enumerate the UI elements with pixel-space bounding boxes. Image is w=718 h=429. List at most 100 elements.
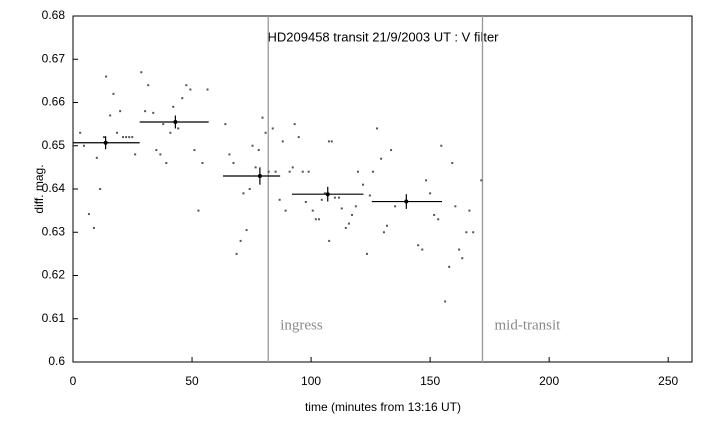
y-tick-label: 0.61 xyxy=(42,311,66,325)
data-point xyxy=(267,170,270,173)
data-point xyxy=(297,136,300,139)
data-point xyxy=(245,229,248,232)
data-point xyxy=(425,179,428,182)
data-point xyxy=(368,194,371,197)
data-point xyxy=(152,111,155,114)
data-point xyxy=(177,127,180,130)
data-point xyxy=(102,136,105,139)
data-point xyxy=(159,153,162,156)
mean-point xyxy=(103,140,108,145)
data-point xyxy=(311,209,314,212)
data-point xyxy=(201,162,204,165)
mean-point xyxy=(404,199,409,204)
data-point xyxy=(461,257,464,260)
data-point xyxy=(144,110,147,113)
data-point xyxy=(254,166,257,169)
data-point xyxy=(371,170,374,173)
data-point xyxy=(421,248,424,251)
data-point xyxy=(351,213,354,216)
y-tick-label: 0.67 xyxy=(42,51,66,65)
data-point xyxy=(109,114,112,117)
data-point xyxy=(448,265,451,268)
data-point xyxy=(354,205,357,208)
data-point xyxy=(314,218,317,221)
chart-title: HD209458 transit 21/9/2003 UT : V filter xyxy=(268,29,500,44)
data-point xyxy=(181,97,184,100)
x-tick-label: 150 xyxy=(420,374,440,388)
x-axis-label: time (minutes from 13:16 UT) xyxy=(305,400,461,414)
data-point xyxy=(99,188,102,190)
data-point xyxy=(288,170,291,173)
data-point xyxy=(235,252,238,255)
data-point xyxy=(116,131,119,134)
data-point xyxy=(468,209,471,212)
data-point xyxy=(257,149,260,152)
data-point xyxy=(347,222,350,225)
data-point xyxy=(356,170,359,173)
plot-frame xyxy=(72,15,693,363)
data-point xyxy=(251,144,254,147)
data-point xyxy=(472,231,475,234)
data-point xyxy=(121,136,124,139)
data-point xyxy=(206,88,209,91)
data-point xyxy=(79,131,82,134)
data-point xyxy=(480,179,483,182)
data-point xyxy=(444,300,447,303)
data-point xyxy=(437,218,440,221)
data-point xyxy=(320,198,323,201)
data-point xyxy=(197,209,200,212)
data-point xyxy=(172,105,175,108)
data-point xyxy=(328,239,331,242)
data-point xyxy=(337,196,340,199)
data-point xyxy=(82,144,85,147)
data-point xyxy=(344,226,347,229)
data-point xyxy=(92,226,95,229)
data-point xyxy=(271,127,274,130)
data-point xyxy=(451,162,454,165)
data-point xyxy=(281,140,284,143)
data-point xyxy=(185,84,188,87)
data-point xyxy=(169,131,172,134)
data-point xyxy=(95,156,98,159)
x-tick-label: 100 xyxy=(301,374,321,388)
data-point xyxy=(327,140,330,143)
data-point xyxy=(239,239,242,242)
data-point xyxy=(293,123,296,126)
data-point xyxy=(228,153,231,156)
data-point xyxy=(454,205,457,208)
data-point xyxy=(274,170,277,173)
data-point xyxy=(390,149,393,152)
data-point xyxy=(323,192,326,195)
data-point xyxy=(112,92,115,95)
mean-point xyxy=(173,119,178,124)
data-point xyxy=(458,248,461,251)
y-tick-label: 0.68 xyxy=(42,8,66,22)
data-point xyxy=(125,136,128,139)
x-tick-label: 200 xyxy=(539,374,559,388)
data-point xyxy=(307,170,310,173)
y-axis-label: diff. mag. xyxy=(32,164,46,213)
data-point xyxy=(291,166,294,169)
x-tick-label: 0 xyxy=(70,374,77,388)
data-point xyxy=(301,170,304,173)
data-point xyxy=(284,209,287,212)
annotation: ingress xyxy=(280,317,323,333)
data-point xyxy=(134,153,137,156)
y-tick-label: 0.66 xyxy=(42,95,66,109)
data-point xyxy=(361,183,364,186)
data-point xyxy=(340,207,343,210)
data-point xyxy=(394,205,397,208)
y-tick-label: 0.64 xyxy=(42,181,66,195)
data-point xyxy=(433,213,436,216)
data-point xyxy=(242,192,245,195)
data-point xyxy=(417,244,420,247)
y-tick-label: 0.6 xyxy=(48,354,65,368)
x-tick-label: 250 xyxy=(658,374,678,388)
data-point xyxy=(232,162,235,165)
data-point xyxy=(440,144,443,147)
data-point xyxy=(189,88,192,91)
y-tick-label: 0.65 xyxy=(42,138,66,152)
data-point xyxy=(366,252,369,255)
data-point xyxy=(333,196,336,199)
data-point xyxy=(165,162,168,165)
